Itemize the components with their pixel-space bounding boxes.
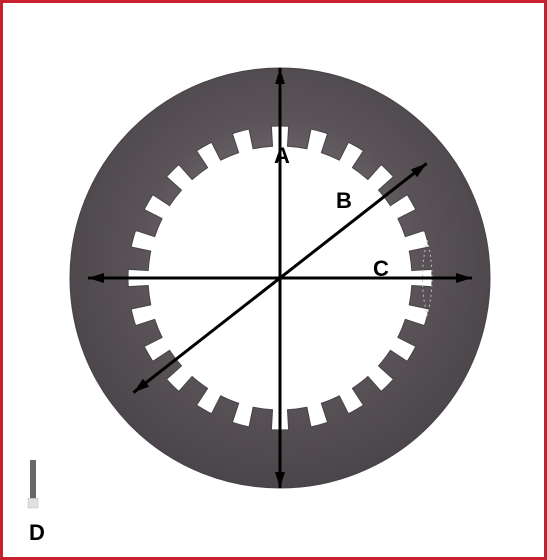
thickness-indicator	[28, 460, 38, 508]
clutch-plate-diagram	[3, 3, 544, 557]
diagram-frame: A B C D	[0, 0, 547, 560]
